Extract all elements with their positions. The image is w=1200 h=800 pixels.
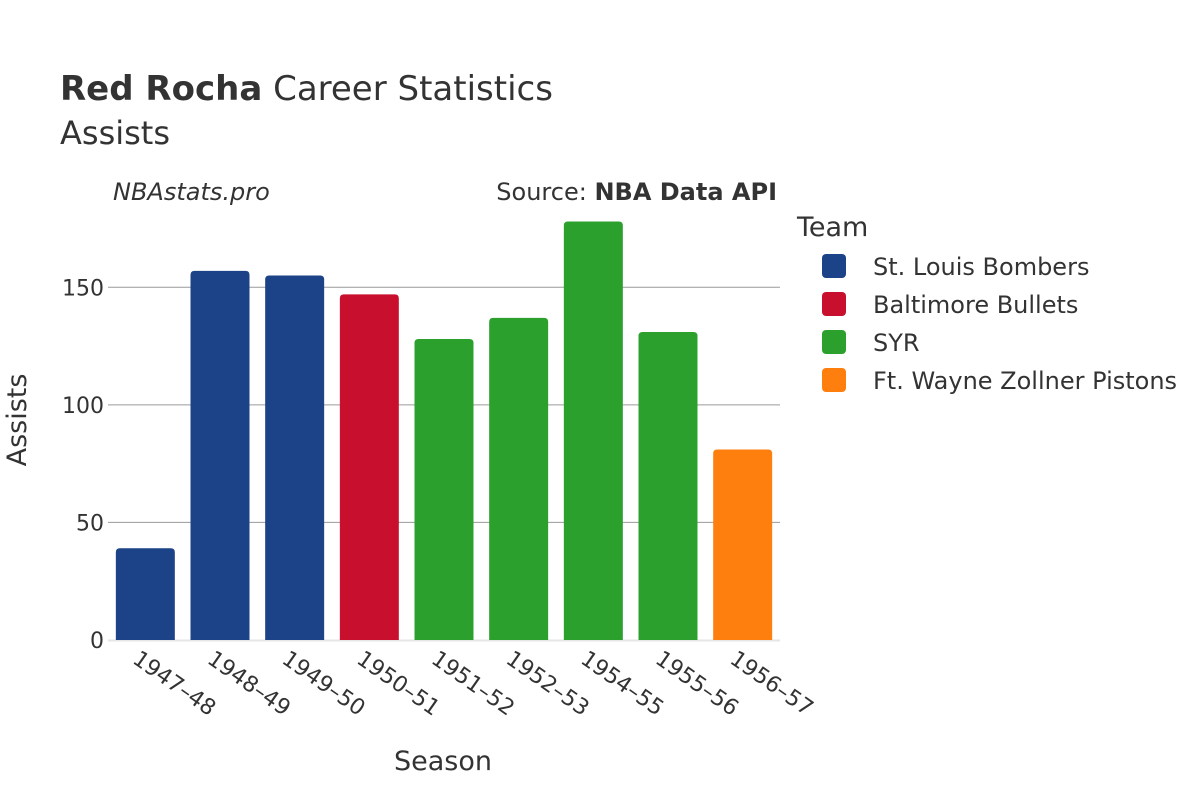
legend-label: Ft. Wayne Zollner Pistons (873, 367, 1177, 395)
x-tick-label: 1956–57 (725, 646, 817, 721)
legend-swatch (822, 330, 846, 354)
source-name: NBA Data API (594, 178, 777, 206)
source-label: Source: (496, 178, 594, 206)
chart-title-bold: Red Rocha (60, 69, 262, 109)
legend-label: St. Louis Bombers (873, 253, 1089, 281)
legend-title: Team (796, 212, 868, 243)
legend-label: Baltimore Bullets (873, 291, 1078, 319)
x-tick-label: 1950–51 (352, 646, 444, 721)
bar-1955–56 (638, 331, 698, 640)
x-tick-label: 1947–48 (128, 646, 220, 721)
chart-title-rest: Career Statistics (262, 69, 553, 109)
bar-series (115, 221, 773, 640)
y-tick-label: 50 (76, 511, 104, 536)
legend-swatch (822, 292, 846, 316)
chart-title: Red Rocha Career Statistics (60, 69, 553, 109)
y-axis-ticks: 0 50 100 150 (62, 276, 104, 654)
x-tick-label: 1948–49 (203, 646, 295, 721)
x-tick-label: 1951–52 (427, 646, 519, 721)
bar-1956–57 (713, 449, 773, 640)
legend-label: SYR (873, 329, 920, 357)
x-tick-label: 1952–53 (501, 646, 593, 721)
bar-1950–51 (339, 294, 399, 640)
bar-1947–48 (115, 548, 175, 640)
x-axis-ticks: 1947–481948–491949–501950–511951–521952–… (128, 646, 817, 721)
legend: St. Louis Bombers Baltimore Bullets SYR Ft.… (822, 253, 1177, 395)
x-axis-title: Season (394, 746, 492, 777)
bar-1952–53 (489, 317, 549, 640)
y-tick-label: 0 (90, 629, 104, 654)
x-tick-label: 1955–56 (651, 646, 743, 721)
x-tick-label: 1949–50 (277, 646, 369, 721)
y-tick-label: 100 (62, 394, 104, 419)
bar-1951–52 (414, 339, 474, 640)
watermark-text: NBAstats.pro (113, 178, 270, 206)
legend-swatch (822, 254, 846, 278)
source-text: Source: NBA Data API (496, 178, 777, 206)
x-tick-label: 1954–55 (576, 646, 668, 721)
legend-swatch (822, 368, 846, 392)
bar-1954–55 (563, 221, 623, 640)
bar-1948–49 (190, 270, 250, 640)
y-tick-label: 150 (62, 276, 104, 301)
chart-subtitle: Assists (60, 114, 170, 152)
y-axis-title: Assists (2, 374, 33, 467)
bar-1949–50 (265, 275, 325, 640)
